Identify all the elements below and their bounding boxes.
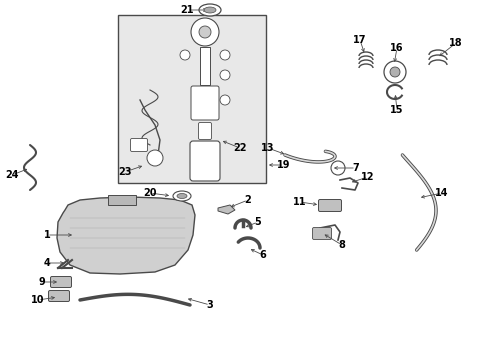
Circle shape: [220, 95, 229, 105]
Text: 5: 5: [254, 217, 261, 227]
Text: 7: 7: [352, 163, 359, 173]
Text: 16: 16: [389, 43, 403, 53]
Text: 18: 18: [448, 38, 462, 48]
Circle shape: [220, 70, 229, 80]
FancyBboxPatch shape: [191, 86, 219, 120]
FancyBboxPatch shape: [50, 276, 71, 288]
Text: 12: 12: [361, 172, 374, 182]
Circle shape: [220, 50, 229, 60]
Ellipse shape: [173, 191, 191, 201]
Bar: [108, 195, 136, 205]
Polygon shape: [57, 197, 195, 274]
Text: 3: 3: [206, 300, 213, 310]
FancyBboxPatch shape: [130, 139, 147, 152]
Text: 10: 10: [31, 295, 45, 305]
Circle shape: [330, 161, 345, 175]
Circle shape: [191, 18, 219, 46]
Text: 14: 14: [434, 188, 448, 198]
Circle shape: [199, 26, 210, 38]
FancyBboxPatch shape: [318, 199, 341, 211]
Text: 23: 23: [118, 167, 131, 177]
Text: 15: 15: [389, 105, 403, 115]
Circle shape: [389, 67, 399, 77]
FancyBboxPatch shape: [312, 228, 331, 239]
Text: 13: 13: [261, 143, 274, 153]
Text: 8: 8: [338, 240, 345, 250]
Circle shape: [383, 61, 405, 83]
FancyBboxPatch shape: [198, 122, 211, 139]
Text: 22: 22: [233, 143, 246, 153]
FancyBboxPatch shape: [48, 291, 69, 302]
Bar: [118, 15, 265, 183]
Text: 21: 21: [180, 5, 193, 15]
Circle shape: [147, 150, 163, 166]
Ellipse shape: [199, 4, 221, 16]
Text: 11: 11: [293, 197, 306, 207]
Text: 6: 6: [259, 250, 266, 260]
Text: 4: 4: [43, 258, 50, 268]
Bar: [200, 47, 209, 85]
Text: 19: 19: [277, 160, 290, 170]
FancyBboxPatch shape: [190, 141, 220, 181]
Text: 20: 20: [143, 188, 157, 198]
Ellipse shape: [177, 194, 186, 198]
Ellipse shape: [203, 7, 216, 13]
Text: 9: 9: [39, 277, 45, 287]
Polygon shape: [218, 205, 235, 214]
Text: 2: 2: [244, 195, 251, 205]
Text: 24: 24: [5, 170, 19, 180]
Circle shape: [180, 50, 190, 60]
Text: 1: 1: [43, 230, 50, 240]
Text: 17: 17: [352, 35, 366, 45]
